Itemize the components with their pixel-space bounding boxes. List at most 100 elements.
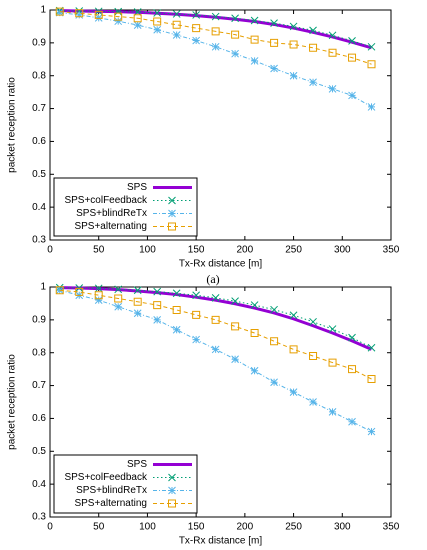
- y-tick-label: 0.7: [32, 380, 46, 391]
- marker: [133, 297, 142, 306]
- x-tick-label: 200: [237, 522, 254, 533]
- marker: [367, 343, 376, 352]
- series-line: [59, 289, 372, 433]
- marker: [168, 473, 176, 482]
- legend-label: SPS+colFeedback: [64, 195, 148, 206]
- legend-label: SPS+blindReTx: [76, 208, 147, 219]
- marker: [250, 301, 259, 309]
- x-tick-label: 50: [93, 245, 105, 256]
- marker: [231, 49, 239, 58]
- marker: [309, 352, 318, 360]
- marker: [348, 365, 357, 374]
- marker: [211, 293, 220, 302]
- marker: [367, 60, 376, 69]
- chart: 0.3 0.4 0.5 0.6 0.7 0.8 0.9 1 0 50 100 150 200 250 300…: [7, 5, 400, 286]
- legend-label: SPS: [127, 459, 147, 470]
- y-tick-label: 0.8: [32, 347, 46, 358]
- plot-frame: [49, 286, 392, 518]
- x-axis-label: Tx-Rx distance [m]: [179, 536, 263, 547]
- x-tick-label: 250: [285, 522, 302, 533]
- x-tick-label: 0: [47, 245, 53, 256]
- marker: [114, 12, 123, 21]
- marker: [309, 317, 317, 326]
- marker: [211, 315, 220, 324]
- legend-label: SPS+blindReTx: [76, 485, 147, 496]
- marker: [211, 27, 220, 36]
- marker: [114, 17, 123, 26]
- marker: [168, 196, 176, 205]
- series-line: [59, 12, 372, 108]
- marker: [289, 71, 298, 80]
- x-axis-label: Tx-Rx distance [m]: [179, 259, 263, 270]
- y-tick-label: 0.3: [32, 512, 46, 523]
- marker: [270, 64, 278, 73]
- marker: [270, 305, 278, 314]
- marker: [250, 35, 259, 44]
- marker: [211, 42, 220, 51]
- marker: [153, 316, 162, 324]
- y-tick-label: 0.9: [32, 37, 46, 48]
- legend-label: SPS+colFeedback: [64, 472, 148, 483]
- marker: [114, 302, 123, 311]
- x-tick-label: 300: [334, 522, 351, 533]
- marker: [94, 291, 103, 300]
- series-line: [59, 11, 372, 65]
- marker: [172, 31, 181, 39]
- marker: [192, 310, 201, 319]
- marker: [309, 398, 317, 406]
- marker: [192, 291, 200, 300]
- marker: [211, 12, 220, 21]
- marker: [289, 311, 298, 320]
- marker: [75, 11, 84, 19]
- marker: [55, 286, 64, 295]
- marker: [348, 37, 356, 45]
- marker: [328, 408, 337, 416]
- y-tick-label: 0.4: [32, 479, 46, 490]
- x-tick-label: 0: [47, 522, 53, 533]
- marker: [367, 42, 376, 51]
- series-line: [59, 289, 372, 380]
- marker: [348, 91, 356, 100]
- legend: SPS SPS+colFeedback SPS+blindReTx SPS+alter…: [53, 454, 198, 514]
- marker: [289, 388, 298, 396]
- caption: (b): [206, 549, 220, 550]
- marker: [367, 103, 376, 111]
- x-tick-label: 300: [334, 245, 351, 256]
- marker: [270, 19, 278, 27]
- x-tick-label: 100: [139, 245, 156, 256]
- series-line: [59, 287, 372, 349]
- legend-label: SPS+alternating: [74, 498, 147, 509]
- y-tick-label: 0.9: [32, 314, 46, 325]
- y-tick-label: 1: [40, 5, 46, 16]
- marker: [270, 337, 279, 346]
- y-tick-label: 0.6: [32, 413, 46, 424]
- marker: [309, 43, 318, 52]
- marker: [133, 309, 142, 318]
- y-tick-label: 1: [40, 282, 46, 293]
- marker: [348, 333, 356, 342]
- marker: [114, 7, 123, 16]
- x-tick-label: 350: [383, 245, 400, 256]
- marker: [75, 9, 84, 18]
- marker: [231, 355, 239, 364]
- marker: [289, 40, 298, 49]
- marker: [309, 78, 317, 87]
- marker: [348, 417, 356, 426]
- marker: [192, 36, 200, 45]
- y-tick-label: 0.5: [32, 446, 46, 457]
- marker: [168, 486, 176, 495]
- x-tick-label: 250: [285, 245, 302, 256]
- marker: [172, 10, 181, 18]
- x-tick-label: 350: [383, 522, 400, 533]
- marker: [231, 30, 240, 39]
- marker: [270, 38, 279, 47]
- y-axis-label: packet reception ratio: [7, 354, 18, 450]
- marker: [367, 375, 376, 383]
- marker: [250, 16, 259, 25]
- y-tick-label: 0.7: [32, 103, 46, 114]
- marker: [231, 14, 239, 23]
- marker: [250, 57, 259, 65]
- marker: [168, 499, 176, 508]
- marker: [367, 427, 376, 436]
